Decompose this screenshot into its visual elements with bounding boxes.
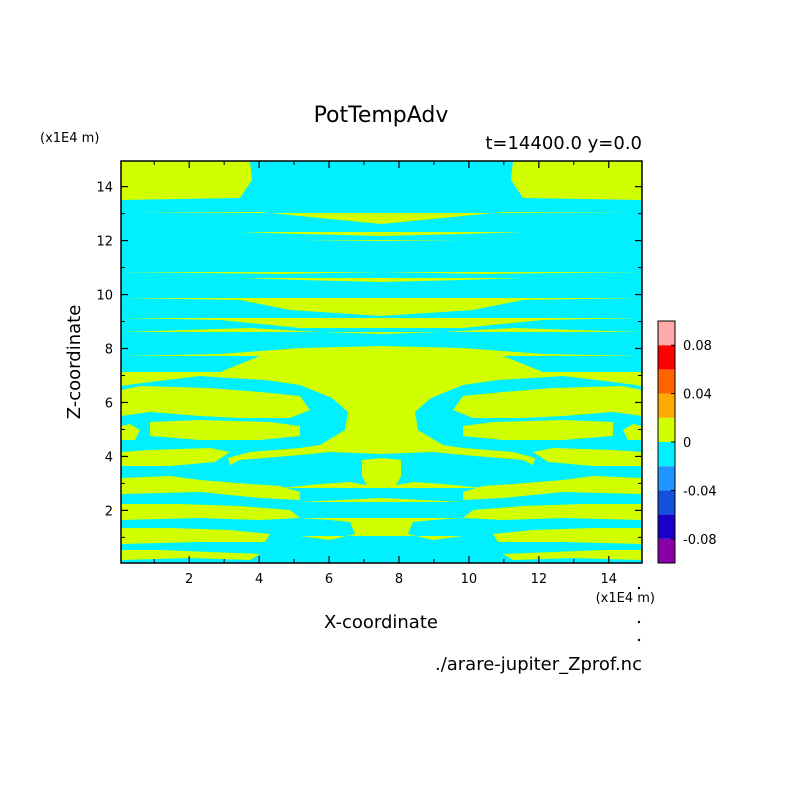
colorbar-tick-label: -0.04	[683, 484, 717, 499]
y-tick-label: 12	[96, 235, 113, 250]
colorbar-tick-label: -0.08	[683, 533, 717, 548]
contour-band	[300, 518, 463, 540]
y-tick-label: 4	[105, 450, 113, 465]
contour-band	[121, 528, 270, 544]
contour-band	[121, 476, 300, 500]
x-tick-label: 6	[325, 572, 333, 587]
x-tick-label: 10	[461, 572, 478, 587]
contour-band	[503, 550, 642, 560]
contour-band	[121, 550, 260, 560]
chart-subtitle: t=14400.0 y=0.0	[485, 133, 642, 154]
colorbar-segment	[658, 417, 675, 442]
colorbar-segment	[658, 466, 675, 491]
contour-band	[150, 420, 300, 440]
colorbar-segment	[658, 369, 675, 394]
colorbar-tick-label: 0.08	[683, 339, 712, 354]
contour-field	[121, 161, 642, 563]
contour-band	[121, 424, 140, 440]
colorbar-segment	[658, 321, 675, 346]
contour-band	[453, 386, 642, 418]
y-axis-label: Z-coordinate	[64, 305, 85, 420]
y-tick-label: 8	[105, 343, 113, 358]
contour-band	[121, 328, 642, 356]
x-tick-label: 12	[531, 572, 548, 587]
plot-frame	[120, 160, 643, 564]
corner-marks	[637, 586, 641, 642]
contour-band	[623, 424, 642, 440]
contour-band	[121, 448, 230, 466]
y-tick-label: 10	[96, 289, 113, 304]
x-tick-label: 8	[395, 572, 403, 587]
x-unit-label: (x1E4 m)	[596, 591, 655, 606]
contour-band	[511, 161, 642, 200]
contour-band	[121, 161, 252, 200]
contour-band	[121, 278, 642, 292]
chart-title: PotTempAdv	[314, 103, 449, 128]
source-file-label: ./arare-jupiter_Zprof.nc	[435, 654, 642, 675]
contour-band	[493, 528, 642, 544]
x-tick-label: 2	[185, 572, 193, 587]
x-tick-label: 4	[255, 572, 263, 587]
y-tick-label: 6	[105, 396, 113, 411]
y-unit-label: (x1E4 m)	[40, 131, 99, 146]
contour-band	[121, 504, 300, 520]
x-tick-label: 14	[601, 572, 618, 587]
contour-band	[121, 298, 642, 328]
contour-band	[280, 482, 483, 502]
contour-band	[463, 420, 613, 440]
y-axis: 2 4 6 8 10 12 14	[96, 181, 642, 538]
colorbar-segment	[658, 538, 675, 563]
colorbar-segment	[658, 393, 675, 418]
contour-band	[463, 504, 642, 520]
x-axis-label: X-coordinate	[324, 612, 438, 633]
contour-stem	[121, 354, 642, 488]
colorbar-tick-label: 0.04	[683, 388, 712, 403]
colorbar: -0.08 -0.04 0 0.04 0.08	[657, 320, 717, 564]
x-axis: 2 4 6 8 10 12 14	[153, 161, 618, 587]
contour-band	[463, 476, 642, 500]
contour-band	[121, 212, 642, 236]
contour-band	[121, 386, 310, 418]
y-tick-label: 2	[105, 504, 113, 519]
colorbar-segment	[658, 442, 675, 467]
colorbar-segment	[658, 514, 675, 539]
contour-band	[533, 448, 642, 466]
colorbar-segment	[658, 490, 675, 515]
colorbar-tick-label: 0	[683, 436, 691, 451]
y-tick-label: 14	[96, 181, 113, 196]
colorbar-segment	[658, 345, 675, 370]
